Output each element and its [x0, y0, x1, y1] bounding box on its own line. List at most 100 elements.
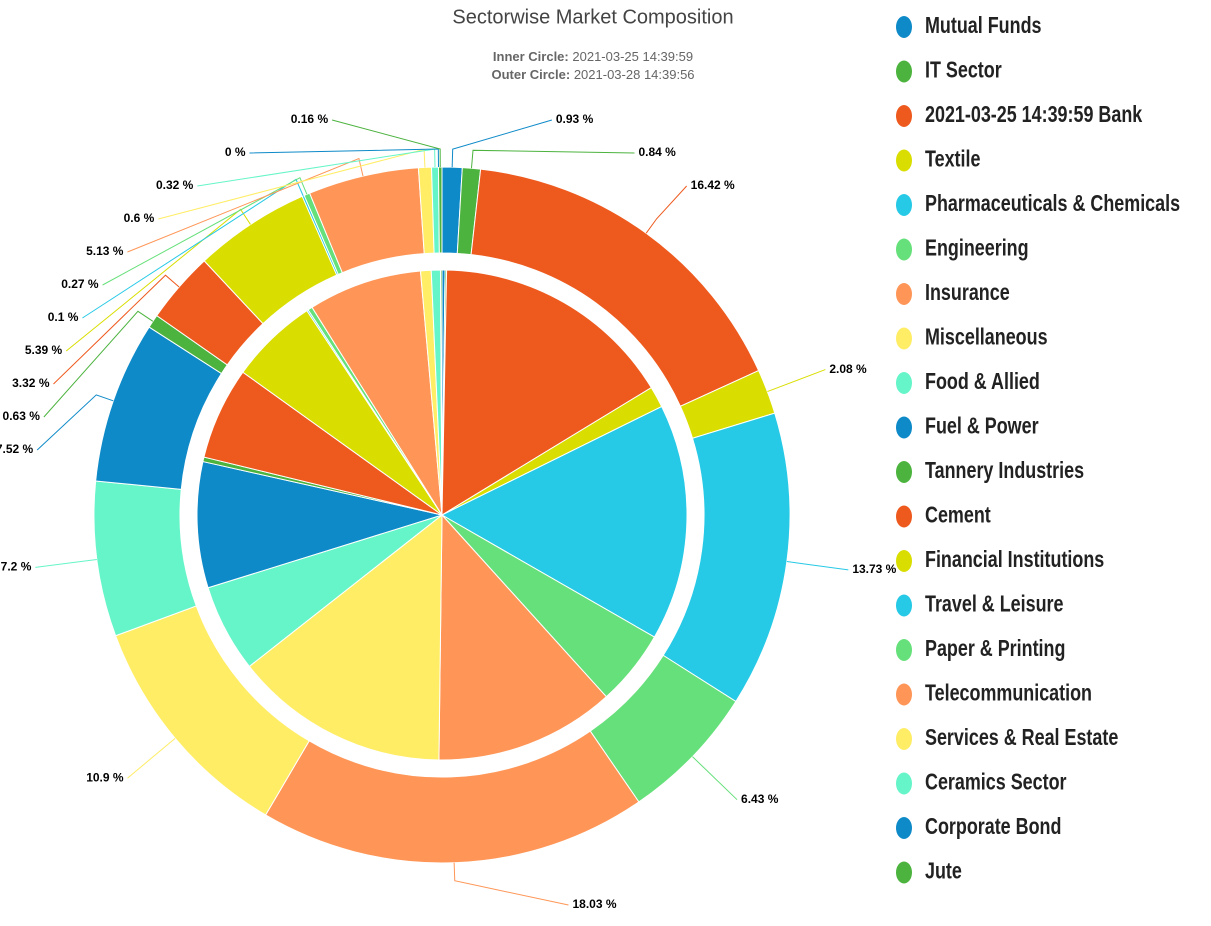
data-label: 0.6 %	[124, 211, 155, 225]
data-label: 5.39 %	[25, 343, 63, 357]
data-label: 18.03 %	[572, 897, 616, 911]
legend-marker	[896, 817, 912, 839]
slice	[440, 405, 688, 638]
legend-item: Travel & Leisure	[925, 592, 1063, 618]
data-label: 7.2 %	[1, 560, 32, 574]
subtitle-outer-label: Outer Circle:	[491, 67, 570, 82]
legend-label: Mutual Funds	[925, 13, 1042, 39]
legend-label: Services & Real Estate	[925, 725, 1118, 751]
connector	[470, 149, 635, 169]
data-label: 0.63 %	[3, 409, 41, 423]
connector	[767, 369, 826, 393]
legend-item: Fuel & Power	[925, 414, 1039, 440]
legend-label: Corporate Bond	[925, 814, 1061, 840]
legend-marker	[896, 194, 912, 216]
legend-marker	[896, 639, 912, 661]
legend-label: Telecommunication	[925, 681, 1092, 707]
subtitle-inner-value: 2021-03-25 14:39:59	[572, 49, 693, 64]
connector	[453, 862, 569, 906]
legend-item: Miscellaneous	[925, 325, 1048, 351]
data-label: 10.9 %	[86, 770, 124, 784]
connector	[43, 310, 154, 418]
connector	[331, 119, 441, 168]
legend-label: Food & Allied	[925, 369, 1040, 395]
legend-item: Textile	[925, 147, 980, 173]
legend-item: Services & Real Estate	[925, 725, 1118, 751]
connector	[786, 561, 849, 571]
legend-marker	[896, 283, 912, 305]
slice	[439, 269, 443, 516]
legend-marker	[896, 683, 912, 706]
legend-label: Cement	[925, 503, 991, 529]
data-label: 7.52 %	[0, 442, 34, 456]
legend-marker	[896, 861, 912, 884]
legend-label: 2021-03-25 14:39:59 Bank	[925, 102, 1143, 128]
legend-marker	[896, 461, 912, 483]
legend-marker	[896, 238, 912, 261]
legend-label: Ceramics Sector	[925, 770, 1066, 796]
legend-item: IT Sector	[925, 58, 1002, 84]
legend-item: Food & Allied	[925, 369, 1040, 395]
data-label: 0.27 %	[61, 277, 99, 291]
connector	[127, 157, 364, 253]
data-label: 6.43 %	[741, 792, 779, 806]
legend-label: Textile	[925, 147, 980, 173]
connector	[35, 558, 97, 568]
legend-item: Jute	[925, 859, 962, 885]
legend-marker	[896, 416, 912, 439]
subtitle-outer: Outer Circle: 2021-03-28 14:39:56	[491, 67, 694, 82]
legend-item: Corporate Bond	[925, 814, 1061, 840]
legend-label: Tannery Industries	[925, 458, 1084, 484]
legend-marker	[896, 60, 912, 83]
legend-item: Insurance	[925, 280, 1010, 306]
legend-marker	[896, 16, 912, 38]
legend-item: Pharmaceuticals & Chemicals	[925, 191, 1180, 217]
chart-title: Sectorwise Market Composition	[452, 6, 733, 28]
subtitle-inner-label: Inner Circle:	[493, 49, 569, 64]
data-label: 3.32 %	[12, 376, 50, 390]
legend-label: Financial Institutions	[925, 547, 1104, 573]
legend-label: Engineering	[925, 236, 1029, 262]
connector	[102, 176, 308, 286]
connector	[53, 274, 180, 385]
legend-marker	[896, 550, 912, 572]
data-label: 0.93 %	[556, 112, 594, 126]
data-label: 0.16 %	[291, 112, 329, 126]
legend-item: Mutual Funds	[925, 13, 1042, 39]
legend-marker	[896, 149, 912, 172]
data-label: 0.84 %	[638, 145, 676, 159]
legend-marker	[896, 372, 912, 394]
legend-label: Insurance	[925, 280, 1010, 306]
slice	[311, 270, 443, 516]
legend-label: Jute	[925, 859, 962, 885]
data-label: 13.73 %	[852, 562, 896, 576]
legend-marker	[896, 772, 912, 795]
data-label: 0.1 %	[48, 310, 79, 324]
legend-marker	[896, 505, 912, 528]
slice	[441, 269, 652, 516]
connector	[36, 394, 114, 451]
data-label: 2.08 %	[829, 362, 867, 376]
legend-label: Pharmaceuticals & Chemicals	[925, 191, 1180, 217]
legend-marker	[896, 728, 912, 750]
legend-marker	[896, 327, 912, 350]
legend-item: Paper & Printing	[925, 636, 1065, 662]
data-label: 16.42 %	[691, 178, 735, 192]
legend-label: Fuel & Power	[925, 414, 1039, 440]
legend-item: Financial Institutions	[925, 547, 1104, 573]
connector	[645, 185, 688, 234]
legend-marker	[896, 105, 912, 127]
data-label: 0 %	[225, 145, 246, 159]
slice	[248, 513, 443, 761]
legend-label: Travel & Leisure	[925, 592, 1063, 618]
slice	[196, 460, 444, 589]
legend-item: Engineering	[925, 236, 1029, 262]
connector	[692, 756, 738, 801]
legend-item: Cement	[925, 503, 991, 529]
legend-label: Miscellaneous	[925, 325, 1048, 351]
subtitle-outer-value: 2021-03-28 14:39:56	[574, 67, 695, 82]
legend-item: 2021-03-25 14:39:59 Bank	[925, 102, 1143, 128]
data-label: 5.13 %	[86, 244, 124, 258]
data-label: 0.32 %	[156, 178, 194, 192]
